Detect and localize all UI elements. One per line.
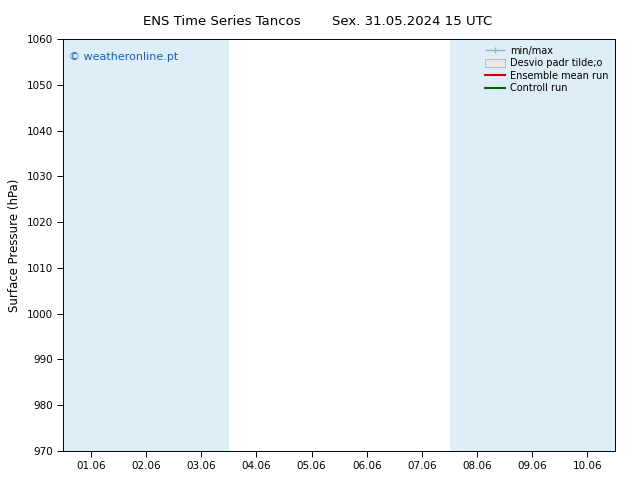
Bar xyxy=(450,39,505,451)
Bar xyxy=(63,39,119,451)
Text: © weatheronline.pt: © weatheronline.pt xyxy=(69,51,178,62)
Text: Sex. 31.05.2024 15 UTC: Sex. 31.05.2024 15 UTC xyxy=(332,15,492,28)
Text: ENS Time Series Tancos: ENS Time Series Tancos xyxy=(143,15,301,28)
Bar xyxy=(505,39,560,451)
Y-axis label: Surface Pressure (hPa): Surface Pressure (hPa) xyxy=(8,178,21,312)
Bar xyxy=(174,39,229,451)
Bar xyxy=(119,39,174,451)
Legend: min/max, Desvio padr tilde;o, Ensemble mean run, Controll run: min/max, Desvio padr tilde;o, Ensemble m… xyxy=(483,44,610,95)
Bar xyxy=(560,39,615,451)
